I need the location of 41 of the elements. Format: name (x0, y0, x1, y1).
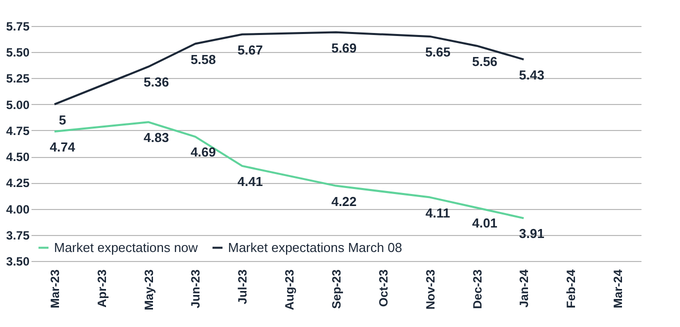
data-label: 4.83 (144, 130, 169, 146)
data-label: 5.36 (144, 74, 169, 90)
y-tick-label: 3.75 (6, 228, 30, 242)
y-tick-label: 5.75 (6, 20, 30, 34)
data-label: 4.11 (426, 205, 450, 220)
y-tick-label: 5.25 (6, 72, 30, 86)
x-tick-label: Nov-23 (423, 269, 438, 310)
data-label: 5 (58, 112, 66, 128)
x-tick-label: Dec-23 (470, 269, 484, 309)
y-tick-label: 5.50 (6, 46, 30, 60)
data-label: 5.65 (425, 44, 450, 60)
x-tick-label: May-23 (142, 269, 156, 310)
data-label: 3.91 (519, 226, 544, 242)
data-label: 4.01 (472, 216, 498, 231)
x-tick-label: Aug-23 (282, 269, 297, 310)
legend-label: Market expectations now (54, 240, 198, 255)
data-label: 5.69 (331, 40, 357, 56)
y-tick-label: 4.00 (6, 202, 30, 216)
data-label: 4.74 (50, 139, 76, 154)
data-label: 4.41 (238, 174, 263, 189)
data-label: 5.56 (472, 54, 498, 69)
x-tick-label: Jan-24 (517, 269, 532, 308)
data-label: 4.69 (190, 144, 216, 160)
legend-label: Market expectations March 08 (228, 240, 402, 255)
x-tick-label: Sep-23 (330, 269, 344, 309)
x-tick-label: Mar-24 (611, 269, 626, 308)
y-tick-label: 5.00 (6, 98, 30, 112)
x-tick-label: Jun-23 (188, 269, 203, 308)
data-label: 5.58 (190, 52, 216, 67)
y-tick-label: 4.25 (6, 176, 30, 190)
x-tick-label: Jul-23 (236, 269, 250, 304)
x-tick-label: Oct-23 (376, 269, 390, 307)
y-tick-label: 3.50 (6, 254, 30, 268)
x-tick-label: Feb-24 (564, 269, 578, 308)
x-tick-label: Mar-23 (48, 269, 62, 308)
data-label: 5.67 (238, 42, 263, 58)
x-tick-label: Apr-23 (94, 269, 109, 308)
y-tick-label: 4.75 (6, 124, 30, 138)
data-label: 4.22 (331, 194, 357, 209)
data-label: 5.43 (519, 67, 544, 82)
y-tick-label: 4.50 (6, 150, 30, 164)
